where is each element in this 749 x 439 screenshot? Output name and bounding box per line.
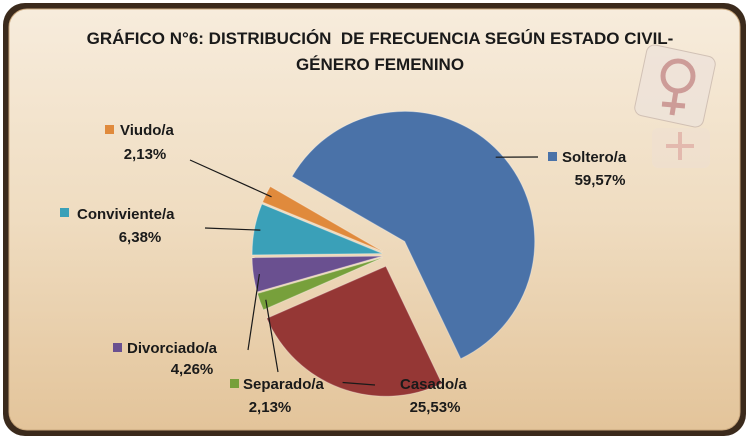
slice-label: Conviviente/a xyxy=(77,206,175,223)
legend-swatch xyxy=(105,125,114,134)
slice-label: Divorciado/a xyxy=(127,340,218,357)
slice-label: Viudo/a xyxy=(120,122,175,139)
slice-label: Casado/a xyxy=(400,376,467,393)
legend-swatch xyxy=(60,208,69,217)
value-label: 2,13% xyxy=(124,146,167,163)
value-label: 2,13% xyxy=(249,399,292,416)
slice-label: Soltero/a xyxy=(562,149,627,166)
legend-swatch xyxy=(113,343,122,352)
chart-container: Soltero/a 59,57% Casado/a 25,53% Separado/a 2… xyxy=(0,0,749,439)
slice-label: Separado/a xyxy=(243,376,325,393)
legend-swatch xyxy=(548,152,557,161)
value-label: 4,26% xyxy=(171,361,214,378)
value-label: 6,38% xyxy=(119,229,162,246)
legend-swatch xyxy=(386,379,395,388)
value-label: 25,53% xyxy=(410,399,461,416)
legend-swatch xyxy=(230,379,239,388)
chart-title: GRÁFICO N°6: DISTRIBUCIÓN DE FRECUENCIA … xyxy=(70,26,690,78)
value-label: 59,57% xyxy=(575,172,626,189)
